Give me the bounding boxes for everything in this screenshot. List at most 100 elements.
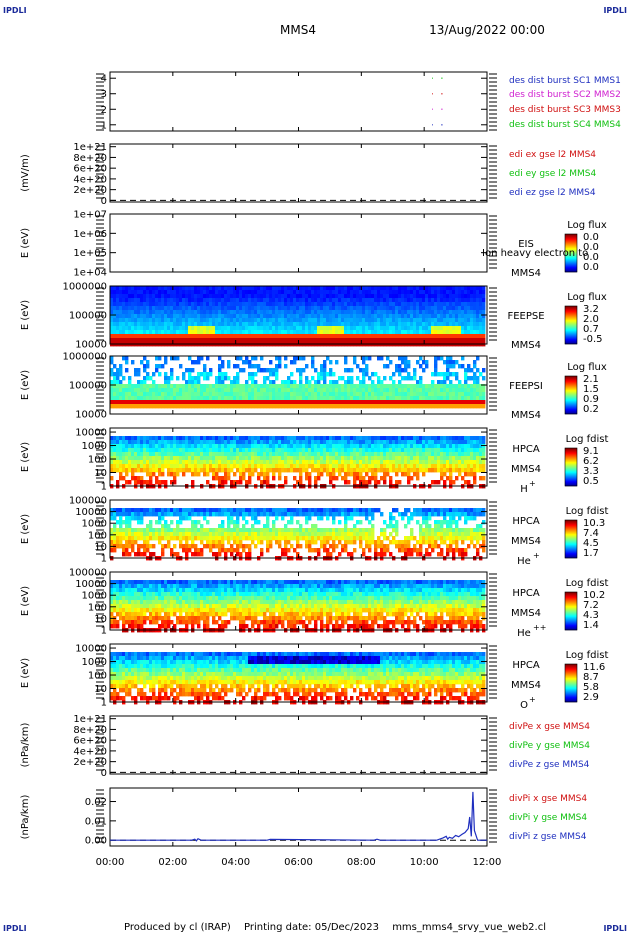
heatmap-cell [407,440,411,445]
heatmap-cell [146,364,150,369]
heatmap-cell [308,380,312,385]
heatmap-cell [395,318,399,323]
heatmap-cell [215,338,219,343]
heatmap-cell [131,360,135,365]
colorbar-step [565,485,577,487]
heatmap-cell [422,298,426,303]
heatmap-cell [203,294,207,299]
heatmap-cell [365,314,369,319]
heatmap-cell [473,392,477,397]
heatmap-cell [119,380,123,385]
heatmap-cell [242,310,246,315]
heatmap-cell [377,392,381,397]
heatmap-cell [233,330,237,335]
heatmap-cell [206,326,210,331]
heatmap-cell [383,464,387,469]
heatmap-cell [128,464,132,469]
heatmap-cell [149,392,153,397]
colorbar-step [565,331,577,333]
heatmap-cell [431,306,435,311]
heatmap-cell [473,468,477,473]
heatmap-cell [437,388,441,393]
heatmap-cell [254,356,258,361]
heatmap-cell [185,388,189,393]
heatmap-cell [362,310,366,315]
heatmap-cell [344,326,348,331]
heatmap-cell [458,286,462,291]
heatmap-cell [398,310,402,315]
heatmap-cell [263,314,267,319]
heatmap-cell [131,396,135,401]
heatmap-cell [332,286,336,291]
heatmap-cell [452,440,456,445]
heatmap-cell [125,322,129,327]
heatmap-cell [464,468,468,473]
heatmap-cell [257,436,261,441]
heatmap-cell [119,456,123,461]
heatmap-cell [251,330,255,335]
heatmap-cell [287,460,291,465]
heatmap-cell [440,456,444,461]
heatmap-cell [272,440,276,445]
heatmap-cell [377,302,381,307]
heatmap-cell [248,372,252,377]
heatmap-cell [434,388,438,393]
heatmap-cell [473,318,477,323]
heatmap-cell [245,388,249,393]
colorbar-label: 2.0 [583,314,599,325]
heatmap-cell [338,290,342,295]
heatmap-cell [317,436,321,441]
heatmap-cell [398,444,402,449]
heatmap-cell [299,314,303,319]
heatmap-cell [119,464,123,469]
heatmap-cell [302,290,306,295]
heatmap-cell [341,464,345,469]
heatmap-cell [293,360,297,365]
heatmap-cell [395,294,399,299]
heatmap-cell [251,334,255,339]
heatmap-cell [335,476,339,481]
heatmap-cell [314,318,318,323]
heatmap-cell [455,334,459,339]
heatmap-cell [317,338,321,343]
heatmap-cell [251,436,255,441]
heatmap-cell [356,476,360,481]
heatmap-cell [410,376,414,381]
heatmap-cell [287,298,291,303]
heatmap-cell [476,404,480,409]
heatmap-cell [452,468,456,473]
heatmap-cell [419,356,423,361]
heatmap-cell [158,318,162,323]
heatmap-cell [287,326,291,331]
heatmap-cell [425,298,429,303]
heatmap-cell [401,356,405,361]
heatmap-cell [152,322,156,327]
colorbar-step [565,395,577,397]
heatmap-cell [380,404,384,409]
heatmap-cell [344,404,348,409]
heatmap-cell [203,456,207,461]
heatmap-cell [323,384,327,389]
heatmap-cell [452,298,456,303]
heatmap-cell [233,306,237,311]
heatmap-cell [200,286,204,291]
heatmap-cell [224,334,228,339]
heatmap-cell [467,322,471,327]
heatmap-cell [311,330,315,335]
heatmap-cell [224,338,228,343]
heatmap-cell [206,338,210,343]
heatmap-cell [428,448,432,453]
heatmap-cell [119,452,123,457]
heatmap-cell [392,456,396,461]
heatmap-cell [335,388,339,393]
heatmap-cell [236,310,240,315]
heatmap-cell [143,392,147,397]
heatmap-cell [161,452,165,457]
heatmap-cell [182,384,186,389]
heatmap-cell [110,456,114,461]
heatmap-cell [449,286,453,291]
heatmap-cell [224,404,228,409]
heatmap-cell [116,384,120,389]
heatmap-cell [401,318,405,323]
heatmap-cell [479,384,483,389]
